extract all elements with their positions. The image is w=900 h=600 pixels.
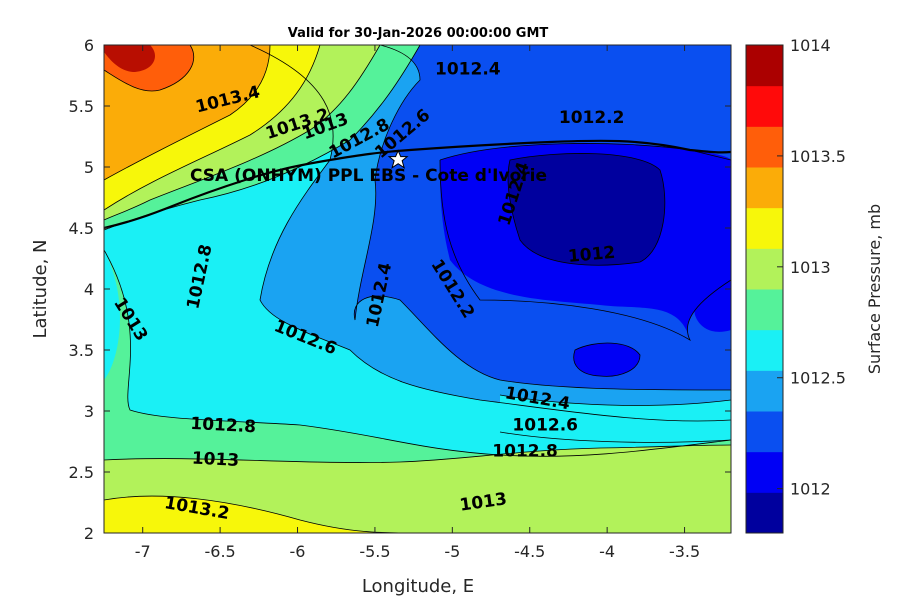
contour-line-1013.2 (104, 495, 421, 533)
y-tick-label: 2.5 (69, 463, 94, 482)
contour-label: 1012.8 (190, 414, 257, 437)
contour-line-1011.8 (507, 153, 666, 266)
y-tick-label: 5.5 (69, 97, 94, 116)
x-tick-label: -6 (290, 542, 306, 561)
x-tick-label: -4.5 (514, 542, 545, 561)
contour-line-1012 (439, 143, 731, 342)
contour-line-1012.2 (353, 45, 731, 391)
colorbar-frame (745, 44, 784, 534)
x-tick-label: -5.5 (359, 542, 390, 561)
colorbar-label: Surface Pressure, mb (865, 204, 884, 374)
colorbar-segment (746, 45, 783, 87)
coastline (104, 139, 731, 230)
colorbar-segment (746, 411, 783, 453)
chart-title: Valid for 30-Jan-2026 00:00:00 GMT (288, 26, 549, 41)
contour-label: 1012.4 (435, 59, 501, 79)
contour-band-1012.6-east (500, 395, 731, 443)
x-tick-label: -5 (444, 542, 460, 561)
station-star-icon (387, 149, 409, 169)
x-tick-label: -6.5 (205, 542, 236, 561)
x-axis: -7 -6.5 -6 -5.5 -5 -4.5 -4 -3.5 (135, 45, 700, 561)
contour-label: 1012.2 (559, 108, 625, 128)
contour-lines (104, 45, 731, 533)
colorbar-tick-label: 1012 (790, 480, 831, 499)
colorbar-tick-label: 1012.5 (790, 369, 846, 388)
contour-line-1013.4-nw (104, 45, 271, 181)
y-tick-label: 4.5 (69, 219, 94, 238)
contour-line-1013-nw (104, 45, 381, 221)
x-tick-label: -7 (135, 542, 151, 561)
contour-band-1011.8 (508, 153, 665, 266)
contour-line-1012.4 (249, 45, 731, 422)
x-tick-label: -3.5 (669, 542, 700, 561)
colorbar: 1012 1012.5 1013 1013.5 1014 (745, 36, 846, 534)
contour-label: 1012 (567, 243, 616, 267)
colorbar-tick-label: 1013.5 (790, 147, 846, 166)
y-axis: 2 2.5 3 3.5 4 4.5 5 5.5 6 (69, 36, 731, 543)
contour-line-1013.6-nw (104, 45, 195, 92)
contour-band-1013.2 (104, 496, 420, 533)
colorbar-segment (746, 370, 783, 412)
y-tick-label: 2 (84, 524, 94, 543)
x-axis-label: Longitude, E (362, 576, 474, 597)
contour-line-1013.2-nw (104, 45, 321, 211)
colorbar-segment (746, 126, 783, 168)
station-label: CSA (ONHYM) PPL EBS - Cote d'Ivorie (190, 166, 547, 186)
colorbar-segment (746, 167, 783, 209)
station-layer: CSA (ONHYM) PPL EBS - Cote d'Ivorie (190, 149, 547, 186)
colorbar-segment (746, 451, 783, 493)
x-tick-label: -4 (599, 542, 615, 561)
contour-label: 1013 (191, 449, 239, 471)
colorbar-tick-label: 1013 (790, 258, 831, 277)
contour-label: 1012.6 (512, 416, 578, 436)
y-axis-label: Latitude, N (30, 240, 51, 339)
contour-band-1012-east (693, 270, 731, 332)
contour-fill (104, 45, 731, 533)
contour-label: 1012.8 (492, 441, 558, 461)
contour-line-1012-small (573, 342, 641, 377)
y-tick-label: 4 (84, 280, 94, 299)
y-tick-label: 3 (84, 402, 94, 421)
y-tick-label: 6 (84, 36, 94, 55)
contour-line-1012.6 (499, 394, 731, 443)
contour-line-1012.8 (104, 249, 731, 457)
colorbar-segment (746, 289, 783, 331)
contour-band-1013.8-nw (104, 45, 155, 72)
colorbar-tick-label: 1014 (790, 36, 831, 55)
colorbar-segment (746, 329, 783, 371)
y-tick-label: 5 (84, 158, 94, 177)
y-tick-label: 3.5 (69, 341, 94, 360)
colorbar-segment (746, 248, 783, 290)
colorbar-segment (746, 85, 783, 127)
colorbar-segment (746, 207, 783, 249)
colorbar-segment (746, 492, 783, 534)
contour-band-1012-small (573, 343, 640, 377)
contour-line-1013 (104, 444, 731, 463)
